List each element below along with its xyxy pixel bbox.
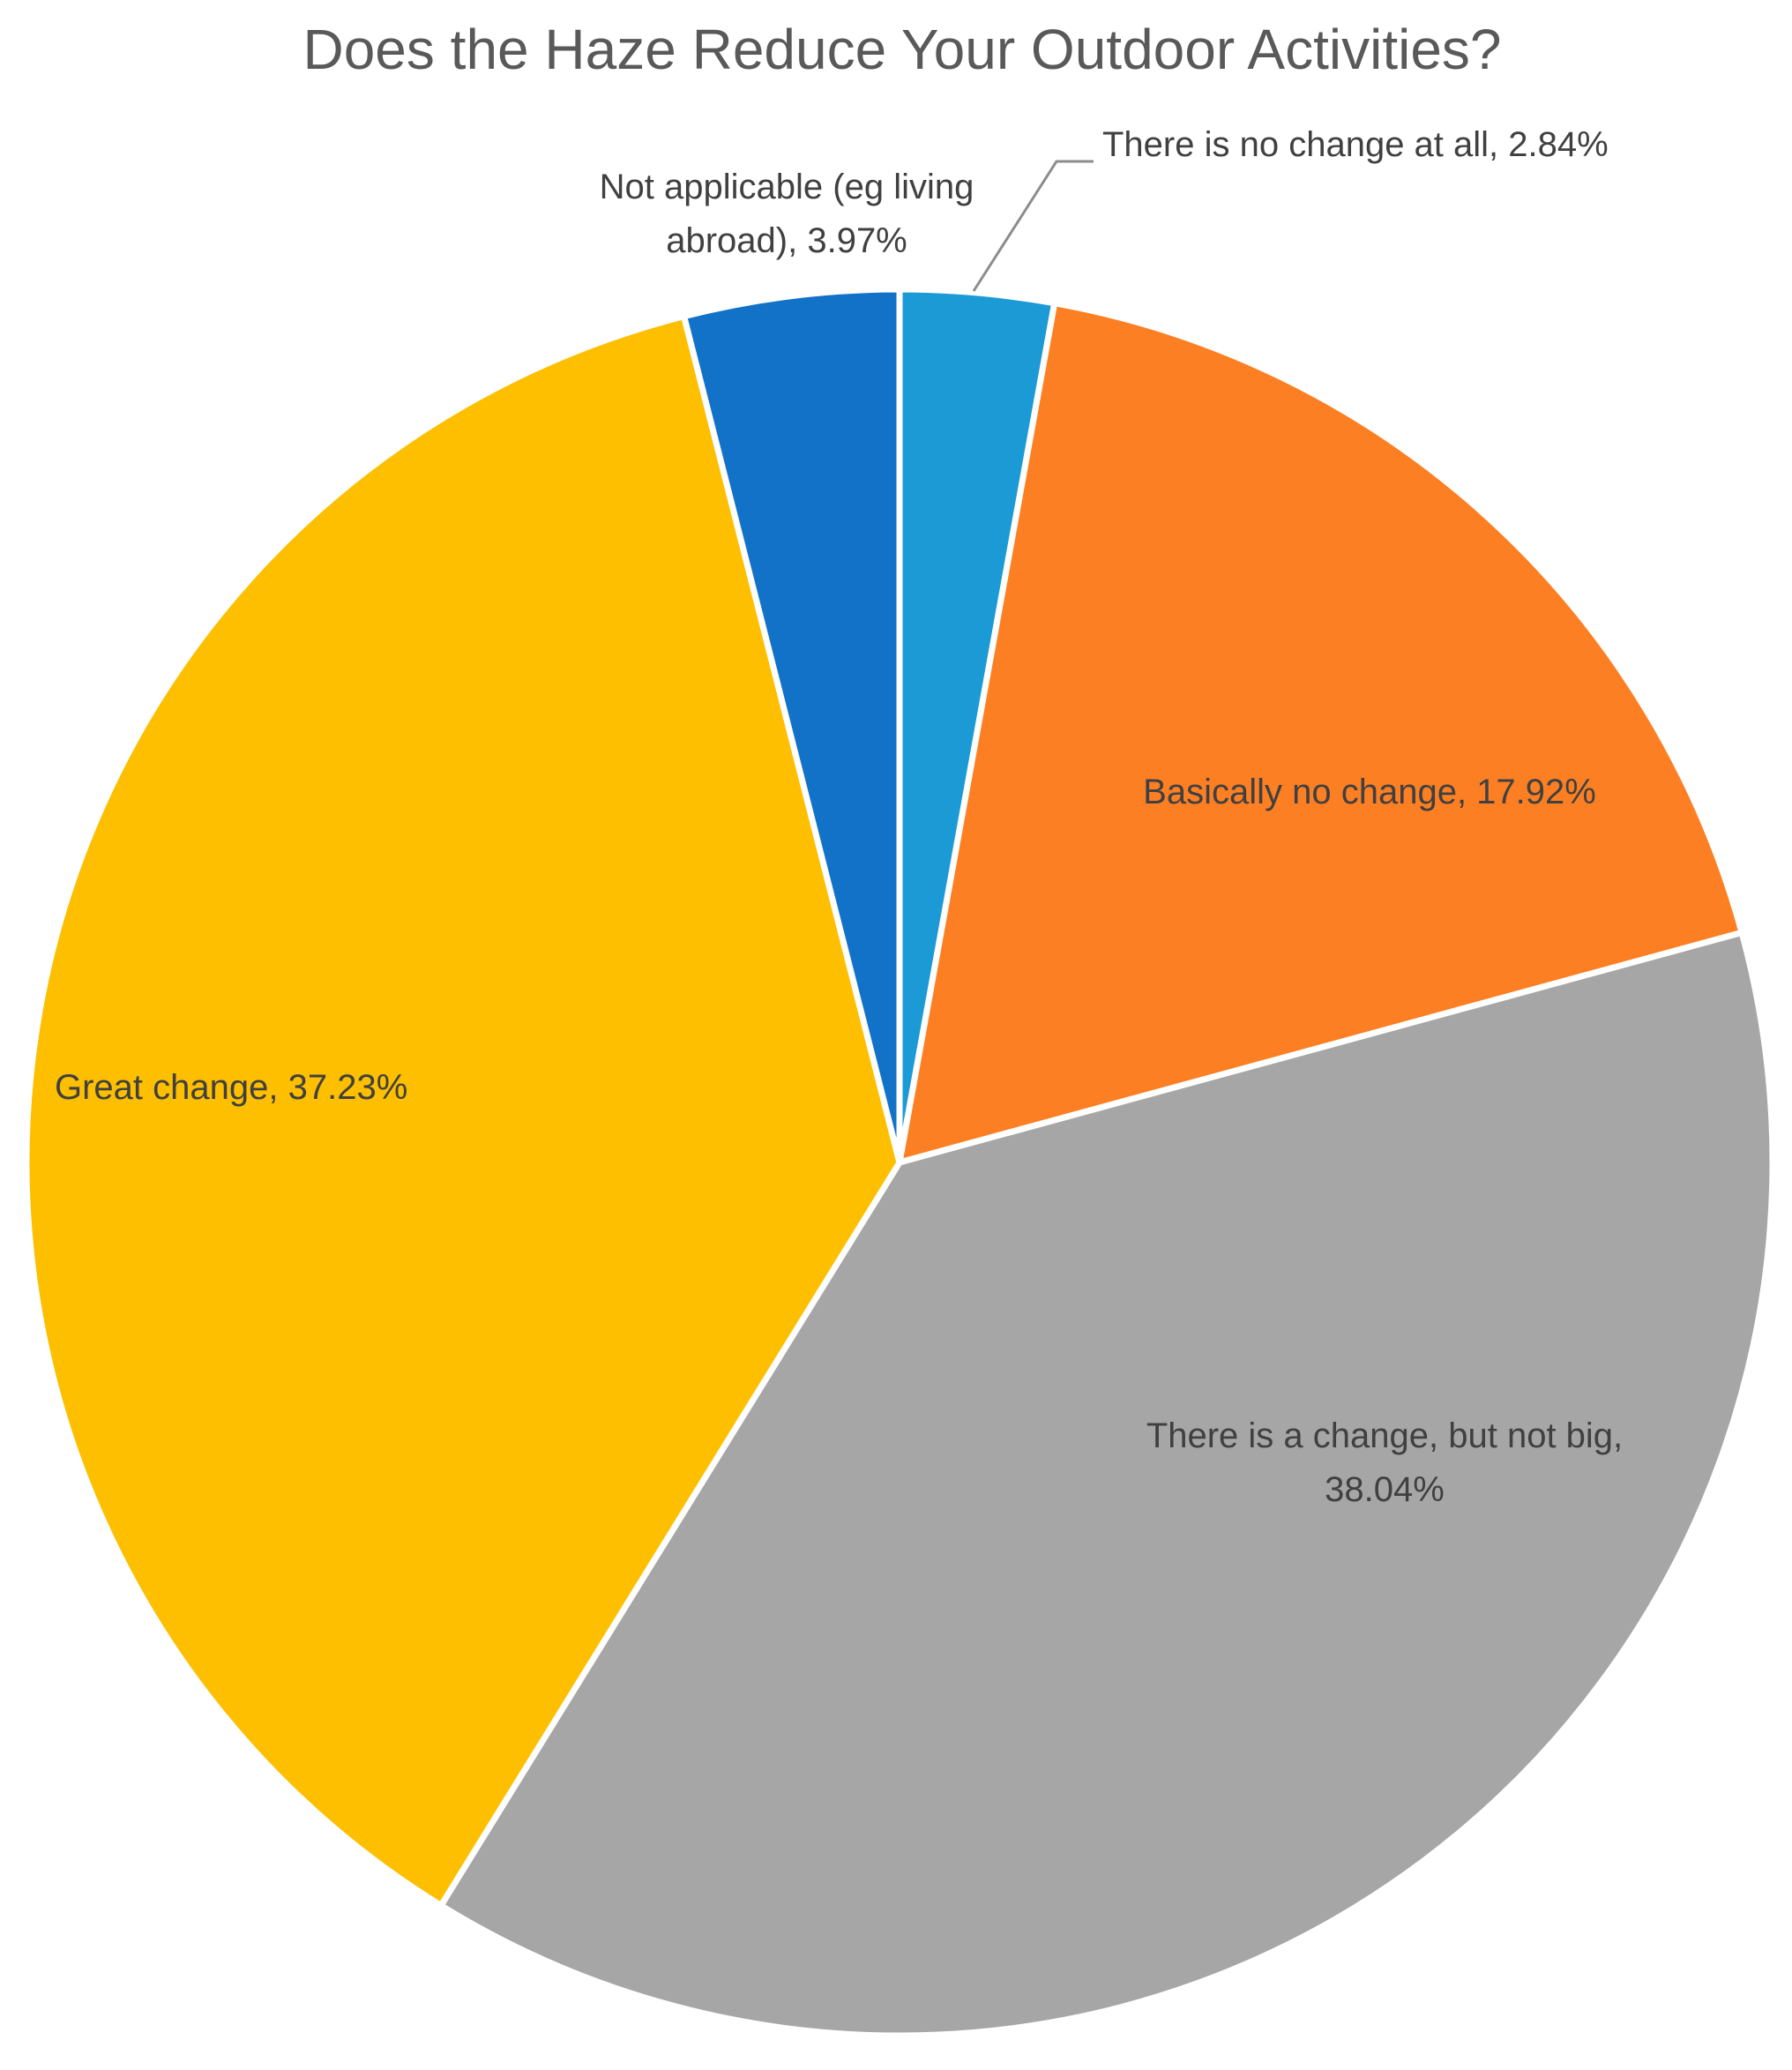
- slice-label-there-is-a-change-but-not-big: There is a change, but not big, 38.04%: [1146, 1416, 1623, 1509]
- slice-label-great-change: Great change, 37.23%: [55, 1068, 407, 1107]
- slice-label-there-is-no-change-at-all: There is no change at all, 2.84%: [1102, 125, 1609, 164]
- pie-slice-not-applicable-eg-living-abroad: [680, 286, 903, 1163]
- pie-slice-basically-no-change: [895, 299, 1746, 1167]
- slice-labels: There is no change at all, 2.84% Basicall…: [55, 125, 1623, 1509]
- slice-label-not-applicable-eg-living-abroad: Not applicable (eg living abroad), 3.97%: [600, 168, 974, 260]
- pie-slice-there-is-a-change-but-not-big: [437, 929, 1776, 2039]
- slice-label-basically-no-change: Basically no change, 17.92%: [1143, 773, 1596, 811]
- chart-title: Does the Haze Reduce Your Outdoor Activi…: [302, 18, 1501, 81]
- leader-line-no-change-at-all: [972, 160, 1094, 292]
- leader-lines: [972, 160, 1094, 292]
- pie-slice-great-change: [23, 312, 903, 1910]
- pie-slices: [23, 286, 1776, 2039]
